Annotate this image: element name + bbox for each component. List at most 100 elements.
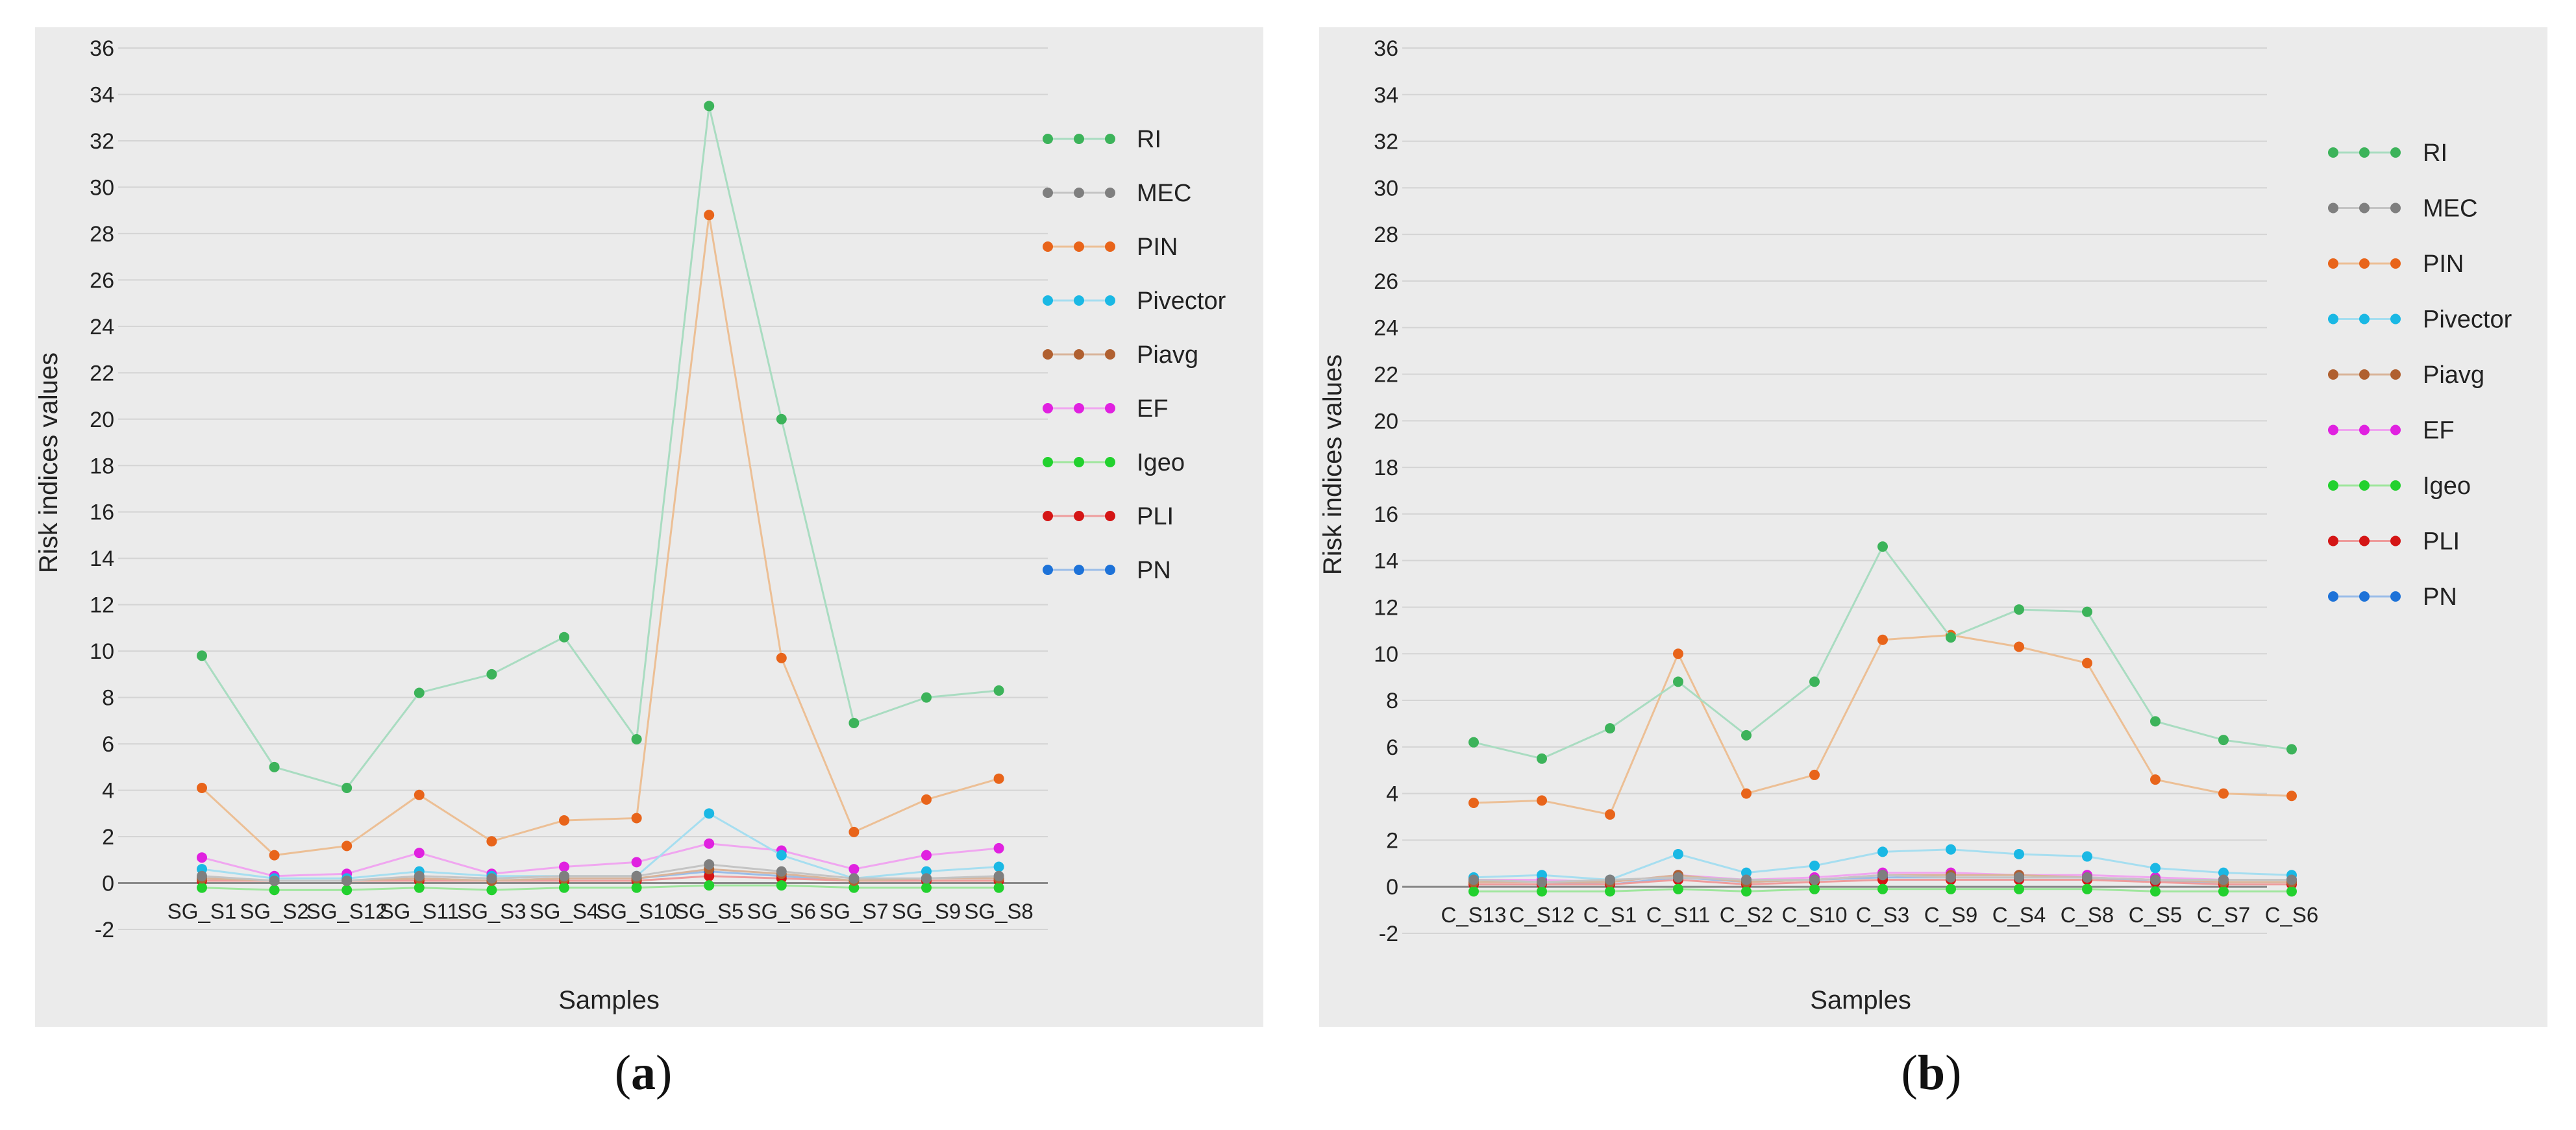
legend-label: Igeo xyxy=(2423,473,2471,500)
y-tick-label: 4 xyxy=(1386,782,1398,807)
data-point-ef xyxy=(414,848,425,859)
series-line-igeo xyxy=(201,884,999,891)
series-line-pin xyxy=(201,215,1000,857)
x-tick-label: SG_S2 xyxy=(240,900,308,924)
data-point-ri xyxy=(197,650,207,661)
legend-marker xyxy=(2328,535,2338,547)
data-point-mec xyxy=(1946,872,1956,883)
data-point-igeo xyxy=(559,882,569,893)
data-point-pivector xyxy=(704,808,715,819)
series-pin xyxy=(197,210,1004,861)
x-axis: C_S13 C_S12 C_S1 C_S11 C_S2 C_S10 C_S3 C_S9 C_S4… xyxy=(1441,903,2319,927)
data-point-pin xyxy=(921,794,932,805)
data-point-pivector xyxy=(2014,848,2024,859)
data-point-pin xyxy=(269,850,280,861)
legend-item-ri: RI xyxy=(1043,126,1161,153)
data-point-ri xyxy=(2150,716,2161,727)
x-tick-label: SG_S8 xyxy=(964,900,1033,924)
x-tick-label: SG_S5 xyxy=(675,900,743,924)
series-line-ri xyxy=(201,106,999,789)
legend-marker xyxy=(2390,147,2401,158)
data-point-mec xyxy=(1468,874,1479,885)
data-point-igeo xyxy=(1468,886,1479,897)
y-tick-label: -2 xyxy=(95,918,114,942)
data-point-pivector xyxy=(1809,860,1820,871)
data-point-pin xyxy=(2150,774,2161,785)
legend-label: PLI xyxy=(2423,528,2460,556)
y-tick-label: 26 xyxy=(90,268,114,293)
data-point-mec xyxy=(1741,874,1752,885)
x-tick-label: SG_S6 xyxy=(747,900,816,924)
x-tick-label: SG_S4 xyxy=(530,900,599,924)
y-tick-label: 2 xyxy=(1386,828,1398,853)
series-line-pivector xyxy=(201,812,999,879)
legend-marker xyxy=(1043,241,1053,252)
data-point-igeo xyxy=(341,885,353,896)
series-ri xyxy=(197,101,1004,794)
x-tick-label: C_S3 xyxy=(1856,903,1910,927)
y-tick-label: 16 xyxy=(1374,502,1398,527)
legend-label: Pivector xyxy=(2423,306,2512,334)
y-axis-title: Risk indices values xyxy=(35,352,63,573)
legend-marker xyxy=(1105,295,1115,306)
y-tick-label: 0 xyxy=(1386,875,1398,900)
data-point-pin xyxy=(1741,788,1752,799)
legend-item-mec: MEC xyxy=(2328,195,2477,223)
data-point-ri xyxy=(559,632,569,643)
legend-marker xyxy=(1043,457,1053,467)
legend-marker xyxy=(1105,241,1115,252)
data-point-igeo xyxy=(1605,886,1615,897)
legend-marker xyxy=(1105,511,1115,521)
legend: RI MEC PIN Pivector Piavg EF Igeo PLI PN xyxy=(1043,126,1226,584)
legend-label: PN xyxy=(1137,557,1171,584)
y-tick-label: 20 xyxy=(1374,409,1398,434)
legend-item-igeo: Igeo xyxy=(1043,449,1185,476)
legend-marker xyxy=(1105,134,1115,144)
legend: RI MEC PIN Pivector Piavg EF Igeo PLI PN xyxy=(2328,140,2512,611)
legend-marker xyxy=(2328,147,2338,158)
chart-panel-b: -2 0 2 4 6 8 10 12 14 16 18 20 22 24 26 28 30 32 34 36 Risk … xyxy=(1319,27,2547,1027)
y-tick-label: 6 xyxy=(1386,735,1398,760)
data-point-pin xyxy=(631,813,642,824)
data-point-ef xyxy=(921,850,932,861)
legend-marker xyxy=(2359,203,2370,214)
data-point-igeo xyxy=(197,882,207,893)
y-tick-label: 34 xyxy=(1374,83,1398,108)
legend-marker xyxy=(2359,369,2370,380)
legend-marker xyxy=(2359,147,2370,158)
legend-item-pin: PIN xyxy=(2328,251,2464,278)
legend-marker xyxy=(1074,457,1084,467)
legend-marker xyxy=(1074,349,1084,360)
y-tick-label: 0 xyxy=(102,872,114,896)
x-tick-label: SG_S11 xyxy=(380,900,459,924)
data-point-ri xyxy=(1809,676,1820,687)
data-point-pin xyxy=(2082,657,2092,669)
legend-marker xyxy=(2359,313,2370,325)
legend-marker xyxy=(2390,369,2401,380)
data-point-ri xyxy=(341,783,353,794)
data-point-mec xyxy=(848,873,860,884)
legend-marker xyxy=(1074,188,1084,198)
legend-item-ef: EF xyxy=(2328,417,2455,445)
data-point-ri xyxy=(1537,753,1547,764)
data-point-igeo xyxy=(921,882,932,893)
data-point-pin xyxy=(704,210,715,221)
legend-marker xyxy=(1074,565,1084,575)
data-point-pin xyxy=(559,815,569,826)
x-tick-label: SG_S7 xyxy=(819,900,888,924)
legend-label: PN xyxy=(2423,583,2457,611)
y-tick-label: 2 xyxy=(102,825,114,850)
legend-label: MEC xyxy=(1137,180,1191,207)
legend-item-pivector: Pivector xyxy=(1043,288,1226,315)
legend-marker xyxy=(2328,258,2338,269)
legend-marker xyxy=(2328,369,2338,380)
legend-marker xyxy=(1074,295,1084,306)
data-point-ri xyxy=(1741,730,1752,741)
data-point-ef xyxy=(559,861,569,872)
data-point-ri xyxy=(2218,735,2229,746)
legend-item-ri: RI xyxy=(2328,140,2447,167)
y-tick-label: 12 xyxy=(1374,595,1398,620)
chart-panel-a: -2 0 2 4 6 8 10 12 14 16 18 20 22 24 26 28 30 32 34 36 Risk … xyxy=(35,27,1263,1027)
data-point-igeo xyxy=(1877,883,1888,894)
data-point-pin xyxy=(1877,634,1888,645)
